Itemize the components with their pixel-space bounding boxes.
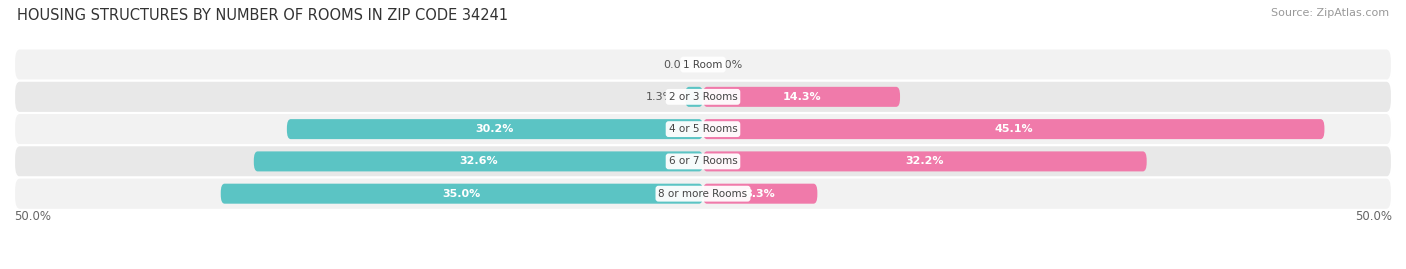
Text: 1.3%: 1.3% <box>645 92 673 102</box>
FancyBboxPatch shape <box>287 119 703 139</box>
Text: Source: ZipAtlas.com: Source: ZipAtlas.com <box>1271 8 1389 18</box>
Text: 32.6%: 32.6% <box>460 156 498 167</box>
FancyBboxPatch shape <box>14 113 1392 145</box>
Text: 4 or 5 Rooms: 4 or 5 Rooms <box>669 124 737 134</box>
Legend: Owner-occupied, Renter-occupied: Owner-occupied, Renter-occupied <box>572 266 834 269</box>
Text: 45.1%: 45.1% <box>994 124 1033 134</box>
FancyBboxPatch shape <box>254 151 703 171</box>
Text: 8.3%: 8.3% <box>745 189 776 199</box>
FancyBboxPatch shape <box>14 48 1392 81</box>
Text: 14.3%: 14.3% <box>782 92 821 102</box>
FancyBboxPatch shape <box>685 87 703 107</box>
FancyBboxPatch shape <box>703 119 1324 139</box>
Text: 6 or 7 Rooms: 6 or 7 Rooms <box>669 156 737 167</box>
Text: HOUSING STRUCTURES BY NUMBER OF ROOMS IN ZIP CODE 34241: HOUSING STRUCTURES BY NUMBER OF ROOMS IN… <box>17 8 508 23</box>
FancyBboxPatch shape <box>14 81 1392 113</box>
Text: 0.0%: 0.0% <box>714 59 742 70</box>
Text: 0.0%: 0.0% <box>664 59 692 70</box>
FancyBboxPatch shape <box>703 87 900 107</box>
Text: 2 or 3 Rooms: 2 or 3 Rooms <box>669 92 737 102</box>
Text: 1 Room: 1 Room <box>683 59 723 70</box>
Text: 30.2%: 30.2% <box>475 124 515 134</box>
FancyBboxPatch shape <box>221 184 703 204</box>
FancyBboxPatch shape <box>14 178 1392 210</box>
Text: 8 or more Rooms: 8 or more Rooms <box>658 189 748 199</box>
Text: 32.2%: 32.2% <box>905 156 943 167</box>
Text: 35.0%: 35.0% <box>443 189 481 199</box>
FancyBboxPatch shape <box>703 184 817 204</box>
FancyBboxPatch shape <box>14 145 1392 178</box>
FancyBboxPatch shape <box>703 151 1147 171</box>
Text: 50.0%: 50.0% <box>1355 210 1392 223</box>
Text: 50.0%: 50.0% <box>14 210 51 223</box>
